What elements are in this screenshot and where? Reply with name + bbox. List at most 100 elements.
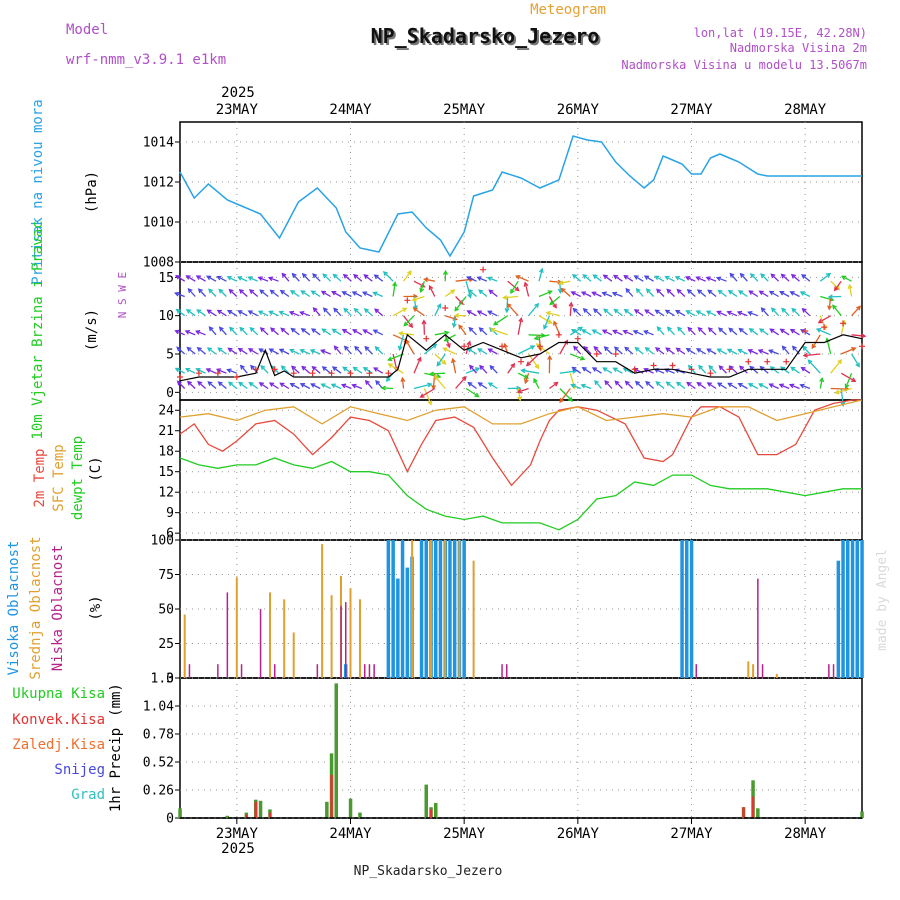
wind-arrowhead (577, 326, 584, 332)
wind-arrow (644, 368, 654, 374)
wind-arrow (229, 289, 238, 297)
cloud-high-bar (405, 567, 410, 678)
wind-arrow (413, 357, 422, 374)
wind-arrowhead (289, 382, 295, 388)
wind-arrowhead (591, 367, 598, 372)
wind-arrow (344, 346, 352, 355)
wind-arrow (429, 285, 436, 297)
wind-arrowhead (799, 383, 805, 389)
wind-arrowhead (466, 340, 472, 346)
wind-arrowhead (802, 352, 808, 358)
wind-arrowhead (478, 327, 484, 333)
wind-arrowhead (696, 289, 703, 295)
wind-arrow (363, 274, 373, 282)
wind-arrowhead (840, 275, 847, 281)
wind-arrowhead (363, 308, 369, 314)
wind-arrow (434, 353, 446, 365)
wind-arrowhead (685, 310, 691, 315)
wind-arrowhead (320, 290, 327, 296)
wind-arrowhead (592, 274, 598, 280)
wind-arrowhead (738, 365, 745, 371)
wind-arrow (657, 326, 665, 336)
wind-arrowhead (238, 381, 244, 387)
wind-arrowhead (791, 345, 797, 351)
wind-arrowhead (342, 366, 348, 372)
wind-arrowhead (312, 307, 318, 313)
gust-marker (650, 362, 657, 369)
wind-arrowhead (403, 321, 409, 327)
wind-arrow (392, 282, 396, 297)
wind-arrowhead (634, 346, 640, 352)
date-label-bottom: 27MAY (670, 826, 713, 842)
wind-arrowhead (801, 274, 807, 279)
wind-arrow (341, 384, 352, 390)
wind-arrow (469, 365, 477, 374)
wind-arrow (228, 381, 238, 390)
wind-arrow (517, 388, 521, 401)
wind-arrow (791, 308, 800, 317)
wind-arrow (635, 381, 644, 389)
wind-arrowhead (791, 307, 797, 313)
wind-arrow (759, 383, 769, 390)
gust-marker (555, 331, 562, 338)
wind-arrow (645, 381, 655, 389)
wind-arrowhead (475, 367, 481, 372)
wind-arrow (218, 289, 227, 297)
wind-arrow (676, 347, 686, 355)
wind-arrow (300, 383, 311, 390)
wind-arrowhead (280, 365, 286, 371)
wind-arrowhead (760, 307, 766, 313)
wind-arrowhead (827, 294, 833, 300)
wind-arrow (423, 320, 426, 335)
ytick-label: 100 (151, 534, 174, 549)
wind-arrowhead (634, 380, 640, 386)
wind-arrowhead (533, 377, 538, 384)
wind-arrow (780, 328, 790, 336)
wind-arrowhead (281, 272, 287, 278)
wind-arrow (301, 328, 311, 336)
wind-arrowhead (467, 381, 473, 387)
wind-arrowhead (594, 380, 599, 386)
wind-arrowhead (633, 309, 640, 314)
date-label-bottom: 25MAY (443, 826, 486, 842)
wind-arrow (646, 288, 655, 297)
cloud-low-bar (828, 664, 830, 678)
wind-arrowhead (582, 274, 588, 279)
wind-arrow (779, 383, 790, 390)
wind-arrow (707, 289, 717, 298)
wind-arrowhead (545, 310, 551, 316)
wind-arrow (507, 363, 515, 374)
temp-sfc-label: SFC Temp (51, 444, 67, 511)
wind-arrow (454, 296, 467, 311)
wind-arrow (354, 308, 363, 317)
wind-arrowhead (290, 365, 297, 371)
wind-arrow (342, 329, 352, 336)
cloud-low-bar (316, 664, 319, 678)
wind-arrowhead (427, 382, 433, 388)
wind-arrow (248, 310, 258, 317)
wind-arrowhead (547, 290, 553, 295)
cloud-mid-label: Srednja Oblacnost (28, 536, 44, 679)
wind-arrowhead (570, 383, 576, 389)
wind-arrowhead (428, 284, 434, 291)
ytick-label: 1.3 (151, 672, 174, 687)
wind-arrowhead (278, 310, 284, 316)
cloud-high-bar (419, 540, 424, 678)
wind-arrowhead (654, 309, 660, 315)
wind-axis-label: 10m Vjetar Brzina i Pravac (30, 220, 46, 439)
wind-arrow (487, 276, 498, 282)
wind-arrowhead (570, 291, 576, 296)
wind-arrowhead (477, 382, 483, 387)
wind-arrow (559, 280, 571, 284)
wind-arrowhead (706, 382, 712, 387)
wind-arrowhead (218, 326, 224, 332)
wind-arrowhead (408, 323, 414, 329)
wind-arrowhead (759, 328, 765, 333)
wind-arrowhead (352, 366, 358, 372)
wind-arrow (569, 326, 583, 336)
wind-arrow (604, 346, 613, 355)
wind-arrow (403, 315, 415, 327)
wind-arrowhead (552, 303, 557, 309)
wind-arrow (352, 384, 363, 390)
ytick-label: 50 (158, 603, 174, 618)
